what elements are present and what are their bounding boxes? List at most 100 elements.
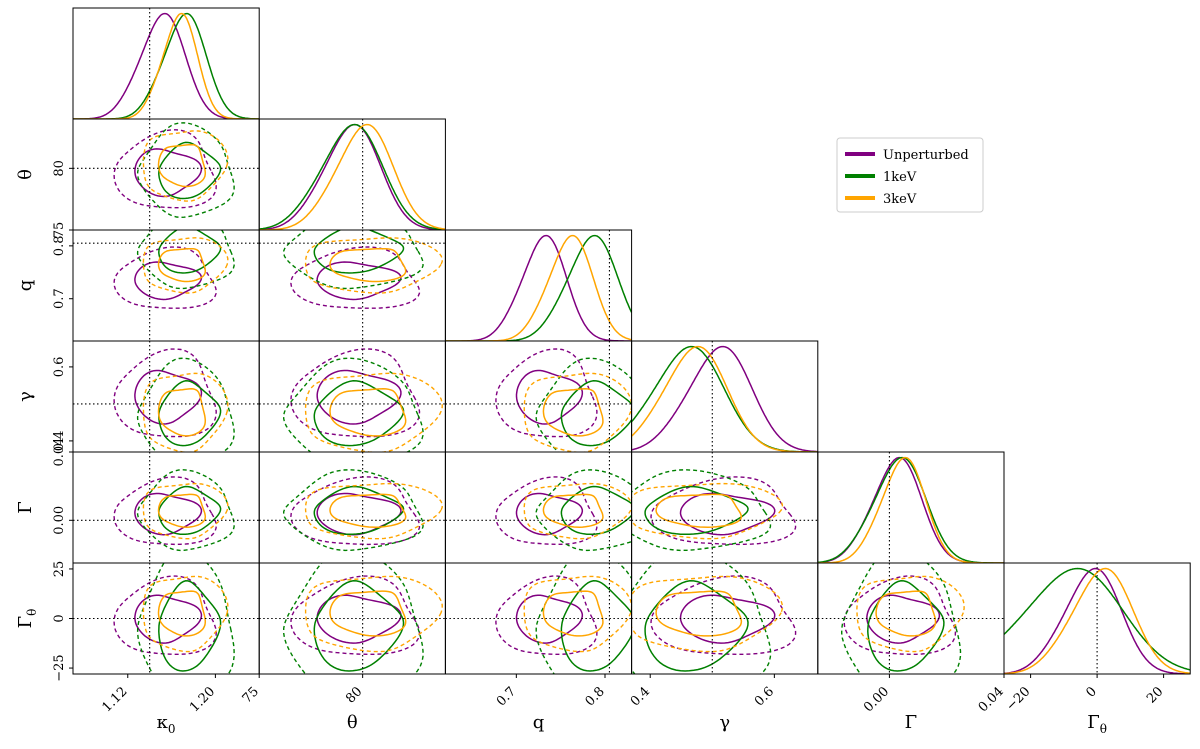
contour-2sigma-1keV (840, 563, 962, 674)
contour-1sigma-Unperturbed (316, 369, 402, 425)
contour-1sigma-1keV (313, 485, 405, 536)
contour-2sigma-3keV (304, 482, 443, 540)
contour-1sigma-Unperturbed (679, 594, 776, 644)
y-tick-label: 0.6 (52, 357, 67, 378)
y-axis-label: γ (15, 391, 36, 402)
panel-frame (72, 7, 260, 120)
contour-1sigma-3keV (542, 590, 604, 637)
panel-theta-kappa0 (73, 119, 260, 230)
y-tick-label: 0 (52, 614, 67, 622)
legend-entry: 3keV (883, 192, 917, 207)
contour-1sigma-Unperturbed (316, 492, 402, 536)
contour-1sigma-1keV (644, 485, 749, 536)
contour-2sigma-Unperturbed (495, 476, 598, 546)
contour-1sigma-1keV (158, 580, 222, 672)
marginal-theta-3keV (259, 123, 446, 230)
x-axis-label: κ0 (157, 712, 176, 736)
panel-q-q (445, 230, 632, 341)
panel-frame (258, 340, 446, 453)
contour-1sigma-1keV (560, 380, 632, 447)
contour-2sigma-3keV (142, 130, 229, 202)
marginal-q-1keV (445, 234, 632, 341)
contour-1sigma-3keV (329, 247, 407, 283)
y-tick-label: 25 (52, 561, 67, 578)
panel-frame (258, 118, 446, 231)
marginal-Gamma_theta-1keV (1004, 567, 1191, 671)
contour-2sigma-3keV (631, 482, 784, 540)
panel-kappa0-kappa0 (73, 8, 260, 119)
contour-2sigma-1keV (535, 357, 632, 452)
x-tick-label: 0.4 (628, 684, 653, 709)
marginal-gamma-1keV (631, 345, 818, 452)
contour-2sigma-1keV (535, 563, 632, 674)
marginal-kappa0-3keV (73, 12, 260, 119)
contour-1sigma-3keV (542, 388, 604, 437)
contour-1sigma-Unperturbed (679, 492, 776, 536)
contour-1sigma-1keV (158, 141, 222, 200)
x-tick-label: 0.00 (861, 684, 892, 715)
x-tick-label: 0.7 (494, 684, 519, 709)
marginal-Gamma-Unperturbed (817, 456, 1004, 563)
contour-1sigma-1keV (867, 580, 945, 672)
contour-1sigma-3keV (875, 590, 937, 637)
panel-Gamma-kappa0 (73, 452, 260, 563)
contour-1sigma-Unperturbed (134, 148, 203, 198)
marginal-gamma-3keV (631, 345, 818, 452)
contour-1sigma-1keV (644, 580, 749, 672)
x-tick-label: 0.8 (583, 684, 608, 709)
y-axis-label: q (15, 280, 36, 292)
contour-2sigma-Unperturbed (495, 348, 598, 438)
contour-1sigma-3keV (157, 143, 207, 188)
contour-2sigma-3keV (142, 575, 229, 653)
contour-2sigma-Unperturbed (290, 476, 421, 546)
contour-2sigma-1keV (136, 563, 235, 674)
y-tick-label: 0.00 (52, 506, 67, 535)
contour-1sigma-3keV (542, 493, 604, 528)
contour-2sigma-1keV (283, 469, 424, 552)
legend-frame (836, 137, 984, 213)
y-tick-label: 0.4 (52, 431, 67, 452)
contour-2sigma-1keV (631, 469, 772, 552)
marginal-q-3keV (445, 234, 632, 341)
x-tick-label: 1.20 (187, 684, 218, 715)
contour-1sigma-3keV (655, 493, 743, 528)
y-axis-label: θ (15, 169, 36, 180)
x-tick-label: 80 (343, 684, 365, 706)
marginal-q-Unperturbed (445, 234, 632, 341)
x-tick-label: 75 (240, 684, 262, 706)
panel-Gamma-theta (259, 452, 446, 563)
contour-1sigma-Unperturbed (316, 261, 402, 301)
contour-2sigma-3keV (523, 575, 632, 653)
panel-gamma-kappa0 (73, 341, 260, 452)
panel-frame (72, 340, 260, 453)
legend-entry: 1keV (883, 170, 917, 185)
contour-1sigma-3keV (157, 247, 207, 283)
contour-2sigma-3keV (631, 575, 784, 653)
panel-Gamma_theta-q (445, 563, 632, 674)
contour-1sigma-Unperturbed (134, 261, 203, 301)
contour-1sigma-Unperturbed (134, 594, 203, 644)
contour-2sigma-Unperturbed (113, 246, 217, 309)
y-tick-label: 0.7 (52, 288, 67, 309)
contour-2sigma-1keV (136, 122, 235, 219)
contour-2sigma-Unperturbed (290, 246, 421, 309)
panel-frame (444, 451, 633, 564)
contour-2sigma-3keV (523, 372, 632, 452)
contour-2sigma-Unperturbed (650, 476, 797, 546)
y-tick-label: −25 (52, 654, 67, 681)
panel-frame (444, 229, 633, 342)
contour-2sigma-3keV (304, 237, 443, 294)
contour-1sigma-3keV (329, 493, 407, 528)
panel-Gamma-gamma (631, 452, 818, 563)
legend: Unperturbed 1keV 3keV (836, 137, 984, 213)
x-tick-label: 0.04 (976, 684, 1007, 715)
y-tick-label: 75 (52, 222, 67, 239)
panel-frame (72, 229, 260, 342)
panel-q-theta (259, 230, 446, 341)
contour-2sigma-1keV (535, 469, 632, 552)
marginal-Gamma-3keV (817, 456, 1004, 563)
contour-1sigma-3keV (329, 590, 407, 637)
y-tick-label: 80 (52, 160, 67, 177)
y-tick-label: 0.04 (52, 438, 67, 467)
panel-frame (258, 229, 446, 342)
